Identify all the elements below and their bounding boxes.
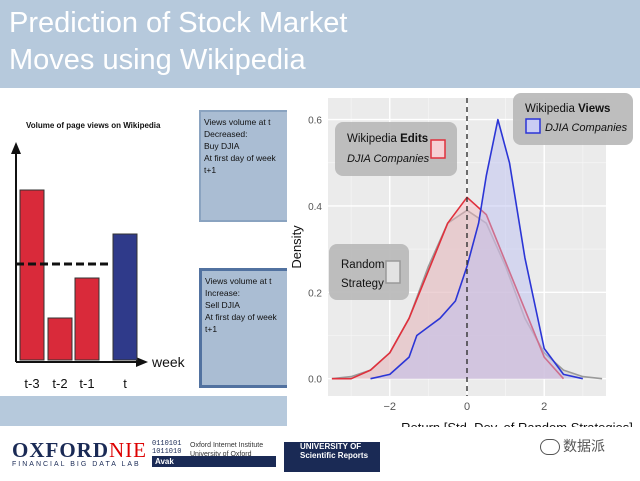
bar-label-t: t xyxy=(123,376,127,391)
legend-views-bold: Views xyxy=(578,103,610,115)
legend-edits-swatch xyxy=(430,139,446,159)
bar-t-3 xyxy=(19,189,45,361)
bar-t xyxy=(112,233,138,361)
sreports-bottom: Scientific Reports xyxy=(300,451,369,460)
bar-t-1 xyxy=(74,277,100,361)
slide-header: Prediction of Stock Market Moves using W… xyxy=(0,0,640,88)
legend-random-line1: Random xyxy=(341,259,384,271)
volume-chart-title: Volume of page views on Wikipedia xyxy=(26,121,161,130)
x-axis-label: week xyxy=(151,354,186,370)
legend-views-sub: DJIA Companies xyxy=(545,122,628,134)
y-axis-label: Density xyxy=(289,225,304,269)
avak-logo: Avak xyxy=(152,456,276,467)
y-tick-label: 0.2 xyxy=(308,288,322,299)
y-tick-label: 0.4 xyxy=(308,202,322,213)
density-area-wikipedia-edits xyxy=(331,197,564,379)
density-line-wikipedia-views xyxy=(370,118,583,380)
bar-label-t-2: t-2 xyxy=(52,376,67,391)
watermark: 数据派 xyxy=(540,436,605,456)
sreports-top: UNIVERSITY OF xyxy=(300,442,362,451)
bar-label-t-3: t-3 xyxy=(24,376,39,391)
legend-random-box xyxy=(329,244,409,300)
oxford-text: OXFORD xyxy=(12,438,109,462)
legend-views-box xyxy=(513,93,633,145)
oii-name: Oxford Internet Institute University of … xyxy=(190,442,264,458)
x-tick-label: 2 xyxy=(541,401,547,413)
fbdl-text: FINANCIAL BIG DATA LAB xyxy=(12,461,141,468)
slide-title: Prediction of Stock Market Moves using W… xyxy=(9,7,348,76)
watermark-text: 数据派 xyxy=(563,438,605,454)
legend-edits-title: Wikipedia Edits xyxy=(347,133,428,145)
x-tick-label: 0 xyxy=(464,401,470,413)
rule-box-increase: Views volume at t Increase: Sell DJIA At… xyxy=(199,268,291,388)
nie-text: NIE xyxy=(109,438,147,462)
scientific-reports-logo: UNIVERSITY OF Scientific Reports xyxy=(284,442,380,472)
legend-views-prefix: Wikipedia xyxy=(525,103,578,115)
x-axis-arrow xyxy=(136,357,148,367)
wechat-icon xyxy=(540,439,560,456)
oxford-nie-logo: OXFORDNIE xyxy=(12,438,147,463)
density-area-wikipedia-views xyxy=(370,119,583,379)
density-line-wikipedia-edits xyxy=(331,196,565,380)
y-axis-arrow xyxy=(11,142,21,154)
legend-views-swatch xyxy=(525,118,541,134)
legend-edits-prefix: Wikipedia xyxy=(347,133,400,145)
legend-random-line2: Strategy xyxy=(341,278,384,290)
rule-box-decrease: Views volume at t Decreased: Buy DJIA At… xyxy=(199,110,291,222)
legend-edits-sub: DJIA Companies xyxy=(347,153,430,165)
density-chart: 0.00.20.40.6−202Return [Std. Dev. of Ran… xyxy=(287,88,640,445)
legend-views-title: Wikipedia Views xyxy=(525,103,610,115)
volume-bar-chart: t-3 t-2 t-1 t week xyxy=(11,142,186,391)
y-tick-label: 0.0 xyxy=(308,375,322,386)
y-tick-label: 0.6 xyxy=(308,116,322,127)
legend-edits-box xyxy=(335,122,457,176)
bar-t-2 xyxy=(47,317,73,361)
legend-random-swatch xyxy=(385,260,401,284)
bar-label-t-1: t-1 xyxy=(79,376,94,391)
legend-edits-bold: Edits xyxy=(400,133,428,145)
x-tick-label: −2 xyxy=(384,401,397,413)
